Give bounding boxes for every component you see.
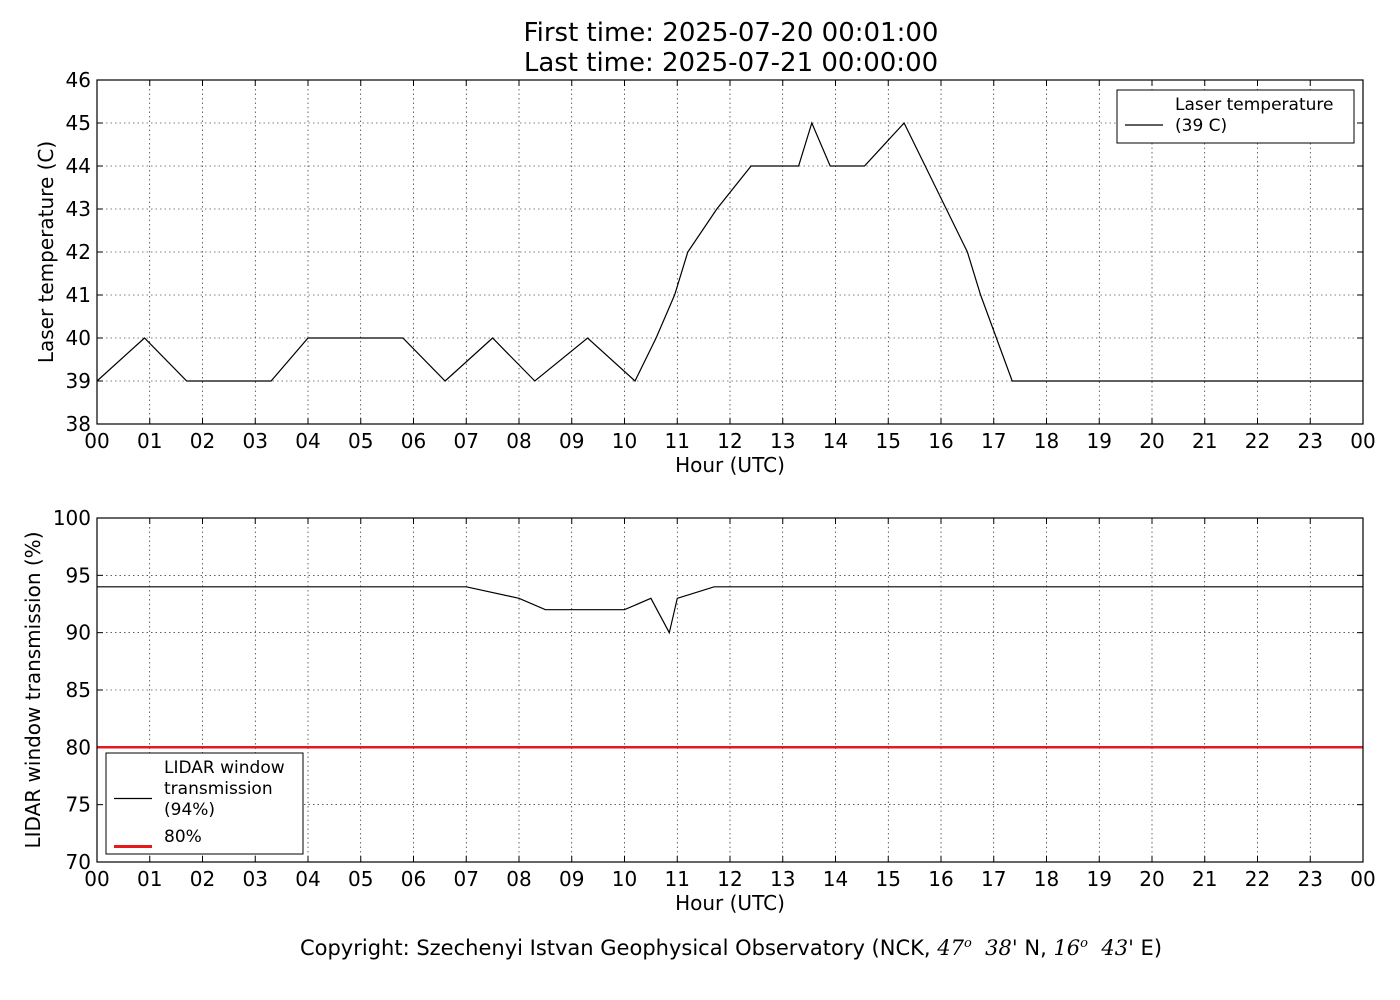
x-tick-label: 20 xyxy=(1139,429,1164,453)
x-tick-label: 04 xyxy=(295,429,320,453)
x-tick-label: 15 xyxy=(876,867,901,891)
y-axis-label: Laser temperature (C) xyxy=(34,141,58,363)
x-tick-label: 19 xyxy=(1087,867,1112,891)
legend-entry-label: (94%) xyxy=(164,800,215,820)
latitude-minutes: 38' xyxy=(985,936,1018,960)
x-tick-label: 12 xyxy=(717,429,742,453)
x-tick-label: 01 xyxy=(137,429,162,453)
x-tick-label: 03 xyxy=(243,867,268,891)
series-line-0 xyxy=(96,121,1363,382)
copyright-prefix: Copyright: Szechenyi Istvan Geophysical … xyxy=(299,936,938,960)
x-tick-label: 00 xyxy=(1350,429,1375,453)
x-tick-label: 00 xyxy=(84,429,109,453)
x-tick-label: 14 xyxy=(823,429,848,453)
longitude-degrees: 16 xyxy=(1053,936,1081,960)
y-tick-label: 46 xyxy=(66,68,91,92)
plot-frame xyxy=(96,517,1364,863)
longitude-degree-symbol: o xyxy=(1080,936,1088,951)
x-tick-label: 05 xyxy=(348,429,373,453)
y-tick-label: 38 xyxy=(66,412,91,436)
y-tick-label: 43 xyxy=(66,197,91,221)
longitude-direction: E) xyxy=(1140,936,1163,960)
legend-entry-label: Laser temperature xyxy=(1175,95,1333,115)
y-tick-label: 41 xyxy=(66,283,91,307)
y-tick-label: 85 xyxy=(66,678,91,702)
y-tick-label: 44 xyxy=(66,154,91,178)
x-tick-label: 16 xyxy=(928,429,953,453)
x-tick-label: 17 xyxy=(981,429,1006,453)
y-tick-label: 39 xyxy=(66,369,91,393)
x-tick-label: 23 xyxy=(1298,867,1323,891)
x-tick-label: 22 xyxy=(1245,429,1270,453)
x-tick-label: 01 xyxy=(137,867,162,891)
x-tick-label: 16 xyxy=(928,867,953,891)
first-time-title: First time: 2025-07-20 00:01:00 xyxy=(523,18,939,48)
legend-entry-label: transmission xyxy=(164,779,273,799)
legend-entry-label: 80% xyxy=(164,827,202,847)
x-tick-label: 00 xyxy=(84,867,109,891)
last-time-title: Last time: 2025-07-21 00:00:00 xyxy=(523,48,939,78)
x-tick-label: 15 xyxy=(876,429,901,453)
y-tick-label: 90 xyxy=(66,621,91,645)
y-tick-label: 100 xyxy=(53,506,91,530)
series-line-0 xyxy=(97,586,1363,635)
latitude-direction: N, xyxy=(1024,936,1047,960)
x-tick-label: 06 xyxy=(401,867,426,891)
legend-entry-label: (39 C) xyxy=(1175,116,1227,136)
latitude-degrees: 47 xyxy=(937,936,964,960)
x-axis-label: Hour (UTC) xyxy=(675,453,785,477)
x-tick-label: 05 xyxy=(348,867,373,891)
x-tick-label: 11 xyxy=(665,429,690,453)
x-tick-label: 08 xyxy=(506,429,531,453)
laser-temperature-chart: 00 01 02 03 04 05 06 07 08 09 10 11 12 13 14 15 16 17 18 19… xyxy=(34,68,1376,477)
x-tick-label: 13 xyxy=(770,867,795,891)
legend-entry-label: LIDAR window xyxy=(164,758,285,778)
y-tick-label: 75 xyxy=(66,793,91,817)
x-tick-label: 21 xyxy=(1192,429,1217,453)
x-tick-label: 18 xyxy=(1034,867,1059,891)
legend-box xyxy=(1116,89,1355,144)
x-tick-label: 21 xyxy=(1192,867,1217,891)
x-tick-label: 14 xyxy=(823,867,848,891)
y-tick-label: 40 xyxy=(66,326,91,350)
x-tick-label: 11 xyxy=(665,867,690,891)
plot-frame xyxy=(96,79,1364,425)
x-tick-label: 07 xyxy=(454,429,479,453)
x-tick-label: 17 xyxy=(981,867,1006,891)
legend-box xyxy=(105,752,304,855)
x-tick-label: 12 xyxy=(717,867,742,891)
latitude-degree-symbol: o xyxy=(963,936,972,951)
x-tick-label: 06 xyxy=(401,429,426,453)
longitude-minutes: 43' xyxy=(1101,936,1134,960)
copyright-footer: Copyright: Szechenyi Istvan Geophysical … xyxy=(0,936,1400,960)
x-tick-label: 10 xyxy=(612,429,637,453)
y-tick-label: 95 xyxy=(66,563,91,587)
y-tick-label: 42 xyxy=(66,240,91,264)
x-tick-label: 02 xyxy=(190,429,215,453)
x-tick-label: 22 xyxy=(1245,867,1270,891)
x-tick-label: 13 xyxy=(770,429,795,453)
x-tick-label: 02 xyxy=(190,867,215,891)
x-tick-label: 00 xyxy=(1350,867,1375,891)
x-axis-label: Hour (UTC) xyxy=(675,891,785,915)
x-tick-label: 07 xyxy=(454,867,479,891)
x-tick-label: 19 xyxy=(1087,429,1112,453)
x-tick-label: 23 xyxy=(1298,429,1323,453)
x-tick-label: 04 xyxy=(295,867,320,891)
x-tick-label: 08 xyxy=(506,867,531,891)
y-tick-label: 70 xyxy=(66,850,91,874)
x-tick-label: 20 xyxy=(1139,867,1164,891)
x-tick-label: 09 xyxy=(559,867,584,891)
x-tick-label: 18 xyxy=(1034,429,1059,453)
x-tick-label: 10 xyxy=(612,867,637,891)
x-tick-label: 09 xyxy=(559,429,584,453)
x-tick-label: 03 xyxy=(243,429,268,453)
lidar-transmission-chart: 00 01 02 03 04 05 06 07 08 09 10 11 12 13 14 15 16 17 18 19… xyxy=(21,506,1376,915)
y-tick-label: 45 xyxy=(66,111,91,135)
y-axis-label: LIDAR window transmission (%) xyxy=(21,532,45,849)
y-tick-label: 80 xyxy=(66,735,91,759)
